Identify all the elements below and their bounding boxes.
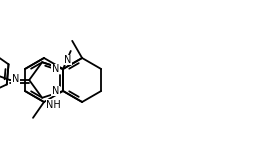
Text: N: N <box>52 64 59 74</box>
Text: N: N <box>64 55 72 65</box>
Text: NH: NH <box>46 100 61 110</box>
Text: N: N <box>52 86 59 96</box>
Text: N: N <box>12 74 19 84</box>
